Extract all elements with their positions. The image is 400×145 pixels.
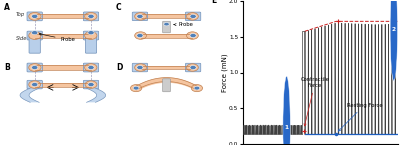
FancyBboxPatch shape: [83, 80, 99, 89]
Text: 1: 1: [284, 125, 289, 130]
Text: E: E: [212, 0, 217, 5]
Text: A: A: [4, 3, 10, 12]
Circle shape: [32, 83, 38, 87]
FancyBboxPatch shape: [27, 31, 42, 40]
Circle shape: [85, 32, 97, 39]
Circle shape: [390, 0, 398, 81]
Circle shape: [88, 14, 94, 18]
Circle shape: [29, 64, 41, 71]
Circle shape: [85, 81, 97, 88]
FancyBboxPatch shape: [186, 12, 201, 21]
Polygon shape: [35, 66, 91, 70]
Circle shape: [186, 32, 198, 39]
FancyBboxPatch shape: [29, 36, 40, 53]
Text: Probe: Probe: [173, 22, 194, 27]
FancyBboxPatch shape: [27, 63, 42, 72]
Text: B: B: [4, 62, 10, 71]
Polygon shape: [140, 66, 192, 69]
Circle shape: [85, 64, 97, 71]
FancyBboxPatch shape: [83, 31, 99, 40]
Polygon shape: [140, 14, 192, 18]
FancyBboxPatch shape: [132, 12, 148, 21]
Circle shape: [190, 14, 196, 18]
Circle shape: [135, 13, 146, 20]
Polygon shape: [35, 83, 91, 87]
FancyBboxPatch shape: [85, 36, 97, 53]
Circle shape: [164, 22, 169, 26]
Polygon shape: [35, 14, 91, 18]
FancyBboxPatch shape: [27, 12, 42, 21]
Circle shape: [133, 86, 139, 90]
Circle shape: [137, 66, 143, 69]
Polygon shape: [140, 34, 192, 38]
FancyBboxPatch shape: [27, 80, 42, 89]
Text: 2: 2: [392, 27, 396, 32]
Circle shape: [137, 14, 143, 18]
Circle shape: [88, 66, 94, 69]
Circle shape: [190, 66, 196, 69]
Text: Resting Force: Resting Force: [338, 103, 382, 131]
Circle shape: [135, 64, 146, 71]
Circle shape: [191, 85, 202, 92]
Circle shape: [130, 85, 142, 92]
Circle shape: [29, 12, 41, 20]
Circle shape: [29, 81, 40, 88]
Text: Contractile
Force: Contractile Force: [301, 77, 330, 126]
Circle shape: [194, 86, 200, 90]
FancyBboxPatch shape: [186, 63, 201, 72]
Text: C: C: [116, 3, 122, 12]
Circle shape: [135, 32, 146, 39]
Circle shape: [186, 64, 198, 71]
Circle shape: [283, 76, 290, 145]
Circle shape: [32, 14, 38, 18]
Circle shape: [88, 31, 94, 35]
Circle shape: [85, 12, 97, 20]
FancyBboxPatch shape: [83, 63, 99, 72]
Circle shape: [190, 33, 196, 38]
FancyBboxPatch shape: [132, 63, 148, 72]
Polygon shape: [35, 33, 91, 38]
Text: D: D: [116, 62, 122, 71]
Circle shape: [88, 83, 94, 87]
Text: Top: Top: [16, 12, 25, 17]
Circle shape: [32, 66, 38, 69]
Y-axis label: Force (mN): Force (mN): [221, 53, 228, 92]
Text: Side: Side: [16, 36, 27, 41]
Circle shape: [137, 33, 143, 38]
Circle shape: [186, 13, 198, 20]
FancyBboxPatch shape: [83, 12, 99, 21]
FancyBboxPatch shape: [163, 79, 170, 92]
Circle shape: [32, 31, 38, 35]
FancyBboxPatch shape: [163, 21, 170, 33]
Circle shape: [29, 32, 41, 39]
Text: Probe: Probe: [39, 33, 76, 42]
